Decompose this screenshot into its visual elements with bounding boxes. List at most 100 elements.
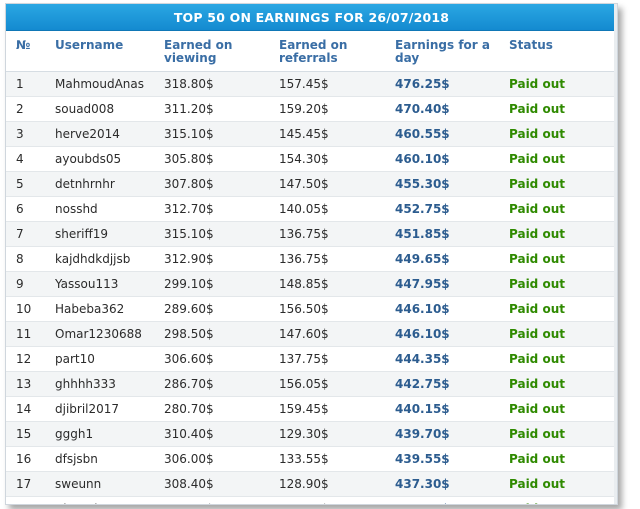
table-body: 1 MahmoudAnas 318.80$ 157.45$ 476.25$ Paid ou… [6,72,617,505]
row-earnings-day: 449.65$ [395,252,450,266]
row-number: 9 [16,277,24,291]
table-row: 16 dfsjsbn 306.00$ 133.55$ 439.55$ Paid out [6,447,617,472]
row-number: 3 [16,127,24,141]
row-username: djibril2017 [55,402,120,416]
row-username: Omar1230688 [55,327,142,341]
row-earnings-day: 439.55$ [395,452,450,466]
row-earnings-day: 460.10$ [395,152,450,166]
row-status: Paid out [509,277,565,291]
row-earned-referrals: 129.30$ [279,427,329,441]
row-number: 11 [16,327,32,341]
table-row: 11 Omar1230688 298.50$ 147.60$ 446.10$ Paid o… [6,322,617,347]
row-earned-viewing: 318.80$ [164,77,214,91]
row-number: 5 [16,177,24,191]
table-row: 7 sheriff19 315.10$ 136.75$ 451.85$ Paid out [6,222,617,247]
row-earnings-day: 455.30$ [395,177,450,191]
row-username: gggh1 [55,427,94,441]
row-earnings-day: 451.85$ [395,227,450,241]
table-row: 14 djibril2017 280.70$ 159.45$ 440.15$ Paid o… [6,397,617,422]
row-number: 14 [16,402,32,416]
row-status: Paid out [509,77,565,91]
column-header-earned-viewing: Earned on viewing [164,38,233,65]
row-number: 8 [16,252,24,266]
row-number: 16 [16,452,32,466]
row-number: 7 [16,227,24,241]
table-row: 13 ghhhh333 286.70$ 156.05$ 442.75$ Paid out [6,372,617,397]
row-username: souad008 [55,102,115,116]
row-earned-referrals: 140.05$ [279,202,329,216]
row-earned-referrals: 137.75$ [279,352,329,366]
row-status: Paid out [509,202,565,216]
row-earnings-day: 435.90$ [395,503,450,505]
row-status: Paid out [509,452,565,466]
row-status: Paid out [509,402,565,416]
row-status: Paid out [509,427,565,441]
row-earned-viewing: 280.70$ [164,402,214,416]
table-header: № Username Earned on viewing Earned on r… [6,31,617,72]
row-earned-referrals: 154.30$ [279,152,329,166]
row-earnings-day: 437.30$ [395,477,450,491]
row-status: Paid out [509,327,565,341]
panel-title: TOP 50 ON EARNINGS FOR 26/07/2018 [6,4,617,31]
row-number: 18 [16,503,31,505]
table-row: 1 MahmoudAnas 318.80$ 157.45$ 476.25$ Paid ou… [6,72,617,97]
row-number: 17 [16,477,32,491]
row-earnings-day: 452.75$ [395,202,450,216]
row-earned-viewing: 311.20$ [164,102,214,116]
row-earned-referrals: 147.60$ [279,327,329,341]
table-row: 6 nosshd 312.70$ 140.05$ 452.75$ Paid out [6,197,617,222]
table-row: 4 ayoubds05 305.80$ 154.30$ 460.10$ Paid out [6,147,617,172]
row-number: 15 [16,427,32,441]
row-earned-viewing: 281.70$ [164,503,214,505]
row-username: sheriff19 [55,227,109,241]
row-number: 1 [16,77,24,91]
column-header-status: Status [509,38,553,52]
row-earned-viewing: 298.50$ [164,327,214,341]
row-username: kajdhdkdjjsb [55,252,131,266]
row-earned-referrals: 147.50$ [279,177,329,191]
row-status: Paid out [509,477,565,491]
row-earned-viewing: 289.60$ [164,302,214,316]
row-earned-referrals: 136.75$ [279,252,329,266]
table-row: 17 sweunn 308.40$ 128.90$ 437.30$ Paid out [6,472,617,497]
table-row: 5 detnhrnhr 307.80$ 147.50$ 455.30$ Paid out [6,172,617,197]
row-username: Ahmed9902014 [55,503,151,505]
row-earned-viewing: 312.90$ [164,252,214,266]
row-status: Paid out [509,152,565,166]
table-row: 12 part10 306.60$ 137.75$ 444.35$ Paid out [6,347,617,372]
row-earned-viewing: 305.80$ [164,152,214,166]
row-earned-referrals: 157.45$ [279,77,329,91]
row-earned-viewing: 306.00$ [164,452,214,466]
row-earnings-day: 470.40$ [395,102,450,116]
earnings-panel: TOP 50 ON EARNINGS FOR 26/07/2018 № User… [5,3,618,505]
table-row: 10 Habeba362 289.60$ 156.50$ 446.10$ Paid out [6,297,617,322]
row-status: Paid out [509,227,565,241]
table-row: 15 gggh1 310.40$ 129.30$ 439.70$ Paid out [6,422,617,447]
row-number: 2 [16,102,24,116]
row-status: Paid out [509,503,565,505]
row-earned-referrals: 128.90$ [279,477,329,491]
row-status: Paid out [509,102,565,116]
row-username: Habeba362 [55,302,125,316]
row-username: detnhrnhr [55,177,115,191]
table-row: 8 kajdhdkdjjsb 312.90$ 136.75$ 449.65$ Paid o… [6,247,617,272]
row-username: sweunn [55,477,102,491]
row-earnings-day: 460.55$ [395,127,450,141]
row-number: 10 [16,302,32,316]
row-earned-referrals: 154.20$ [279,503,329,505]
column-header-number: № [16,38,31,52]
row-earnings-day: 447.95$ [395,277,450,291]
row-username: nosshd [55,202,98,216]
row-earnings-day: 444.35$ [395,352,450,366]
row-earned-referrals: 136.75$ [279,227,329,241]
row-earned-referrals: 145.45$ [279,127,329,141]
table-row: 9 Yassou113 299.10$ 148.85$ 447.95$ Paid out [6,272,617,297]
row-earnings-day: 446.10$ [395,302,450,316]
row-earnings-day: 446.10$ [395,327,450,341]
row-number: 4 [16,152,24,166]
row-number: 6 [16,202,24,216]
row-earned-viewing: 310.40$ [164,427,214,441]
row-number: 12 [16,352,32,366]
table-row: 3 herve2014 315.10$ 145.45$ 460.55$ Paid out [6,122,617,147]
row-earned-referrals: 156.50$ [279,302,329,316]
